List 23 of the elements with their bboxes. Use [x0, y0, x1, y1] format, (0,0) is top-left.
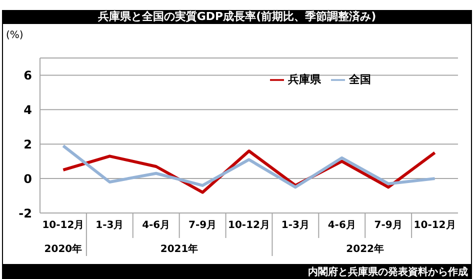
y-tick-label: -2 — [18, 206, 32, 220]
x-tick-label: 1-3月 — [96, 220, 124, 232]
chart-title: 兵庫県と全国の実質GDP成長率(前期比、季節調整済み) — [2, 10, 472, 24]
y-tick-label: 2 — [24, 137, 32, 152]
text: 2020年 — [43, 242, 84, 256]
legend-label: 全国 — [349, 73, 371, 86]
y-axis-title: (%) — [6, 30, 24, 41]
y-tick-label: 6 — [24, 68, 32, 82]
x-tick-label: 10-12月 — [42, 220, 84, 232]
x-tick-label: 4-6月 — [328, 220, 356, 232]
text: 2021年 — [159, 242, 200, 256]
x-tick-label: 7-9月 — [188, 220, 217, 232]
x-tick-label: 4-6月 — [142, 220, 170, 232]
x-tick-label: 10-12月 — [228, 220, 270, 232]
text: 2022年 — [345, 242, 386, 256]
line-series — [62, 144, 436, 189]
y-tick-label: 0 — [24, 172, 32, 186]
x-tick-label: 7-9月 — [374, 220, 402, 232]
x-tick-label: 1-3月 — [281, 220, 310, 232]
y-tick-label: 4 — [24, 102, 32, 117]
text: 内閣府と兵庫県の発表資料から作成 — [308, 265, 468, 279]
legend-label: 兵庫県 — [288, 73, 321, 86]
x-tick-label: 10-12月 — [414, 220, 456, 232]
